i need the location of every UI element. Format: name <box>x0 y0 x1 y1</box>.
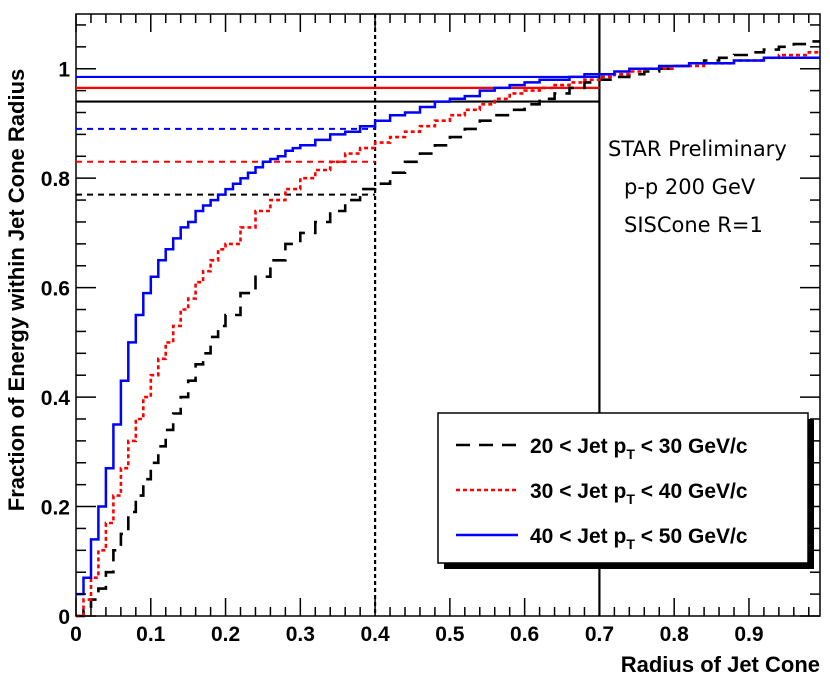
x-tick-label: 0 <box>70 623 82 646</box>
y-axis-title: Fraction of Energy within Jet Cone Radiu… <box>4 69 29 512</box>
y-tick-label: 1 <box>58 59 70 82</box>
x-tick-label: 0.5 <box>435 623 465 646</box>
legend-label-1: 30 < Jet pT < 40 GeV/c <box>530 480 748 507</box>
legend: 20 < Jet pT < 30 GeV/c 30 < Jet pT < 40 G… <box>437 412 814 569</box>
x-tick-label: 0.1 <box>136 623 166 646</box>
y-tick-label: 0.4 <box>41 387 71 410</box>
legend-label-0: 20 < Jet pT < 30 GeV/c <box>530 435 748 462</box>
x-tick-label: 0.4 <box>360 623 390 646</box>
x-axis-title: Radius of Jet Cone <box>621 652 820 677</box>
reference-lines <box>76 14 601 616</box>
y-tick-label: 0.8 <box>41 168 71 191</box>
y-tick-label: 0.6 <box>41 278 70 301</box>
annotation-collision-system: p-p 200 GeV <box>624 175 756 199</box>
annotation-star-preliminary: STAR Preliminary <box>608 137 787 161</box>
x-tick-label: 0.2 <box>211 623 240 646</box>
x-tick-label: 0.8 <box>660 623 690 646</box>
series-line-2 <box>76 56 820 596</box>
legend-box <box>437 412 809 564</box>
annotation-jet-algorithm: SISCone R=1 <box>624 213 763 237</box>
annotation-block: STAR Preliminary p-p 200 GeV SISCone R=1 <box>608 137 787 237</box>
x-tick-label: 0.9 <box>734 623 763 646</box>
x-tick-label: 0.3 <box>286 623 315 646</box>
y-tick-label: 0.2 <box>41 497 70 520</box>
plot-frame <box>75 13 821 617</box>
x-tick-label: 0.7 <box>585 623 614 646</box>
axes: 0 0.1 0.2 0.3 0.4 0.5 0.6 0.7 0.8 0.9 0 0.2 0.4 0.6 0.… <box>41 14 820 646</box>
plot-area <box>75 13 821 617</box>
legend-label-2: 40 < Jet pT < 50 GeV/c <box>530 525 748 552</box>
x-tick-label: 0.6 <box>510 623 539 646</box>
series-layer <box>76 40 820 618</box>
y-tick-label: 0 <box>58 606 70 629</box>
